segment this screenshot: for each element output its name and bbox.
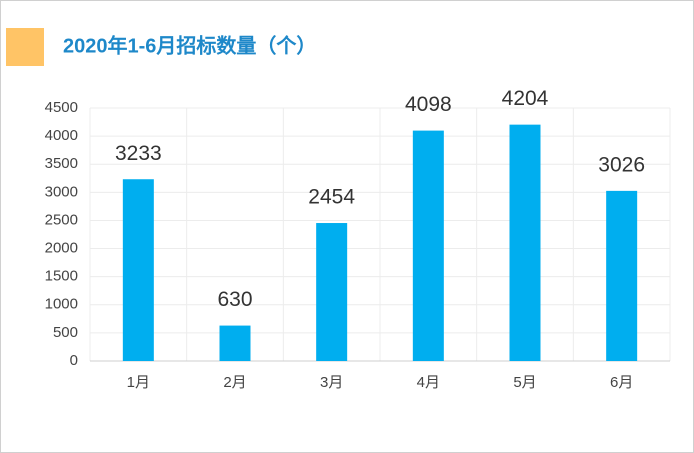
y-tick-label: 3500 [45,155,78,172]
y-tick-label: 500 [53,324,78,341]
x-tick-label: 3月 [320,374,343,391]
y-tick-label: 1500 [45,268,78,285]
y-tick-label: 4500 [45,99,78,116]
value-label: 630 [217,288,252,311]
bar [219,325,251,361]
y-tick-label: 0 [70,352,78,369]
x-tick-label: 5月 [513,374,536,391]
x-tick-label: 6月 [610,374,633,391]
value-label: 4204 [502,87,549,110]
y-tick-label: 4000 [45,127,78,144]
x-tick-label: 4月 [417,374,440,391]
value-label: 3026 [598,153,645,176]
bar [606,190,638,361]
value-label: 2454 [308,186,355,209]
title-marker [6,28,44,66]
y-tick-label: 2000 [45,240,78,257]
y-tick-label: 3000 [45,183,78,200]
value-label: 4098 [405,93,452,116]
bar [316,223,348,361]
value-label: 3233 [115,142,162,165]
y-tick-label: 2500 [45,211,78,228]
bar [509,124,541,361]
x-tick-label: 1月 [127,374,150,391]
bar [412,130,444,361]
bar [122,179,154,361]
y-tick-label: 1000 [45,296,78,313]
x-tick-label: 2月 [223,374,246,391]
chart-title: 2020年1-6月招标数量（个） [63,33,316,57]
